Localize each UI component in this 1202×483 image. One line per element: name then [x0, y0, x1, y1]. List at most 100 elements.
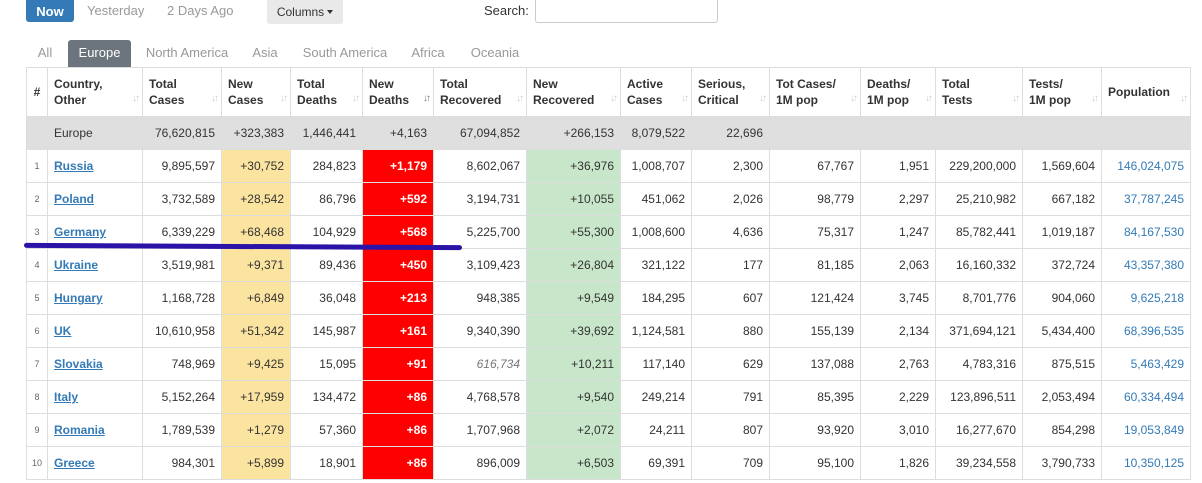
sort-icon: ↓↑	[850, 93, 858, 104]
col-header-new-cases-line2: Cases	[228, 93, 264, 107]
country-link[interactable]: Poland	[54, 192, 95, 206]
tab-all[interactable]: All	[37, 45, 53, 60]
col-header-deaths-1m[interactable]: Deaths/1M pop ↓↑	[860, 67, 936, 117]
new-cases-cell: +5,899	[221, 446, 291, 480]
total-cases-cell: 3,732,589	[142, 182, 222, 216]
col-header-tot-cases-1m[interactable]: Tot Cases/1M pop ↓↑	[769, 67, 861, 117]
sort-active-icon: ↓↑	[423, 93, 431, 104]
active-cases-cell: 1,008,707	[620, 149, 692, 183]
region-index-cell	[26, 116, 48, 150]
total-recovered-cell: 5,225,700	[433, 215, 527, 249]
new-recovered-cell: +10,211	[526, 347, 621, 381]
now-button[interactable]: Now	[26, 0, 74, 22]
total-cases-cell: 748,969	[142, 347, 222, 381]
col-header-country[interactable]: Country, Other ↓↑	[47, 67, 143, 117]
tests-1m-cell: 875,515	[1022, 347, 1102, 381]
col-header-total-cases-line2: Cases	[149, 93, 185, 107]
sort-icon: ↓↑	[352, 93, 360, 104]
row-index: 4	[26, 248, 48, 282]
new-recovered-cell: +9,540	[526, 380, 621, 414]
population-cell: 146,024,075	[1101, 149, 1191, 183]
new-deaths-cell: +213	[362, 281, 434, 315]
col-header-tests-1m[interactable]: Tests/1M pop ↓↑	[1022, 67, 1102, 117]
two-days-ago-link[interactable]: 2 Days Ago	[167, 3, 234, 18]
region-new-deaths: +4,163	[362, 116, 434, 150]
col-header-total-recovered[interactable]: Total Recovered ↓↑	[433, 67, 527, 117]
col-header-total-tests-line1: Total	[942, 77, 970, 91]
total-cases-cell: 5,152,264	[142, 380, 222, 414]
country-cell: UK	[47, 314, 143, 348]
row-index: 10	[26, 446, 48, 480]
col-header-country-line2: Other	[54, 93, 87, 107]
col-header-total-deaths[interactable]: Total Deaths ↓↑	[290, 67, 363, 117]
col-header-tot-cases-1m-line1: Tot Cases/	[776, 77, 836, 91]
toolbar: Now Yesterday 2 Days Ago Columns Search:	[0, 0, 1202, 26]
region-empty-cell	[1022, 116, 1102, 150]
col-header-tests-1m-line1: Tests/	[1029, 77, 1063, 91]
row-index: 8	[26, 380, 48, 414]
col-header-new-cases[interactable]: New Cases ↓↑	[221, 67, 291, 117]
col-header-new-deaths[interactable]: New Deaths ↓↑	[362, 67, 434, 117]
deaths-1m-cell: 2,063	[860, 248, 936, 282]
new-cases-cell: +9,425	[221, 347, 291, 381]
population-cell: 68,396,535	[1101, 314, 1191, 348]
tot-cases-1m-cell: 67,767	[769, 149, 861, 183]
new-deaths-cell: +86	[362, 446, 434, 480]
country-rows: 1 Russia 9,895,597 +30,752 284,823 +1,179 8,60…	[26, 149, 1191, 480]
col-header-total-tests[interactable]: Total Tests ↓↑	[935, 67, 1023, 117]
tests-1m-cell: 3,790,733	[1022, 446, 1102, 480]
active-cases-cell: 1,124,581	[620, 314, 692, 348]
country-link[interactable]: Italy	[54, 390, 79, 404]
tab-africa[interactable]: Africa	[411, 45, 445, 60]
row-index: 1	[26, 149, 48, 183]
country-link[interactable]: UK	[54, 324, 72, 338]
yesterday-link[interactable]: Yesterday	[87, 3, 145, 18]
total-tests-cell: 8,701,776	[935, 281, 1023, 315]
total-recovered-cell: 896,009	[433, 446, 527, 480]
total-cases-cell: 984,301	[142, 446, 222, 480]
tab-europe[interactable]: Europe	[68, 40, 131, 67]
tab-asia[interactable]: Asia	[252, 45, 278, 60]
col-header-active-cases[interactable]: Active Cases ↓↑	[620, 67, 692, 117]
population-cell: 9,625,218	[1101, 281, 1191, 315]
country-link[interactable]: Russia	[54, 159, 94, 173]
total-cases-cell: 1,789,539	[142, 413, 222, 447]
tab-south-america[interactable]: South America	[302, 45, 388, 60]
new-cases-cell: +30,752	[221, 149, 291, 183]
new-cases-cell: +1,279	[221, 413, 291, 447]
tab-north-america[interactable]: North America	[145, 45, 229, 60]
new-recovered-cell: +26,804	[526, 248, 621, 282]
table-header-row: # Country, Other ↓↑ Total Cases ↓↑ New Cases ↓…	[26, 67, 1191, 117]
total-deaths-cell: 89,436	[290, 248, 363, 282]
total-tests-cell: 16,277,670	[935, 413, 1023, 447]
search-input[interactable]	[535, 0, 718, 23]
total-cases-cell: 9,895,597	[142, 149, 222, 183]
total-tests-cell: 39,234,558	[935, 446, 1023, 480]
col-header-new-recovered[interactable]: New Recovered ↓↑	[526, 67, 621, 117]
country-link[interactable]: Slovakia	[54, 357, 103, 371]
new-deaths-cell: +91	[362, 347, 434, 381]
sort-icon: ↓↑	[1091, 93, 1099, 104]
total-deaths-cell: 18,901	[290, 446, 363, 480]
tot-cases-1m-cell: 137,088	[769, 347, 861, 381]
row-index: 6	[26, 314, 48, 348]
columns-button[interactable]: Columns	[267, 0, 343, 24]
country-link[interactable]: Germany	[54, 225, 107, 239]
col-header-total-cases[interactable]: Total Cases ↓↑	[142, 67, 222, 117]
country-link[interactable]: Ukraine	[54, 258, 99, 272]
region-total-recovered: 67,094,852	[433, 116, 527, 150]
country-cell: Romania	[47, 413, 143, 447]
col-header-population[interactable]: Population ↓↑	[1101, 67, 1191, 117]
row-index: 9	[26, 413, 48, 447]
total-cases-cell: 3,519,981	[142, 248, 222, 282]
col-header-serious-critical[interactable]: Serious, Critical ↓↑	[691, 67, 770, 117]
tot-cases-1m-cell: 95,100	[769, 446, 861, 480]
tab-oceania[interactable]: Oceania	[470, 45, 520, 60]
tests-1m-cell: 1,019,187	[1022, 215, 1102, 249]
deaths-1m-cell: 2,229	[860, 380, 936, 414]
country-link[interactable]: Greece	[54, 456, 95, 470]
region-name: Europe	[47, 116, 143, 150]
country-link[interactable]: Romania	[54, 423, 105, 437]
country-link[interactable]: Hungary	[54, 291, 103, 305]
tot-cases-1m-cell: 155,139	[769, 314, 861, 348]
